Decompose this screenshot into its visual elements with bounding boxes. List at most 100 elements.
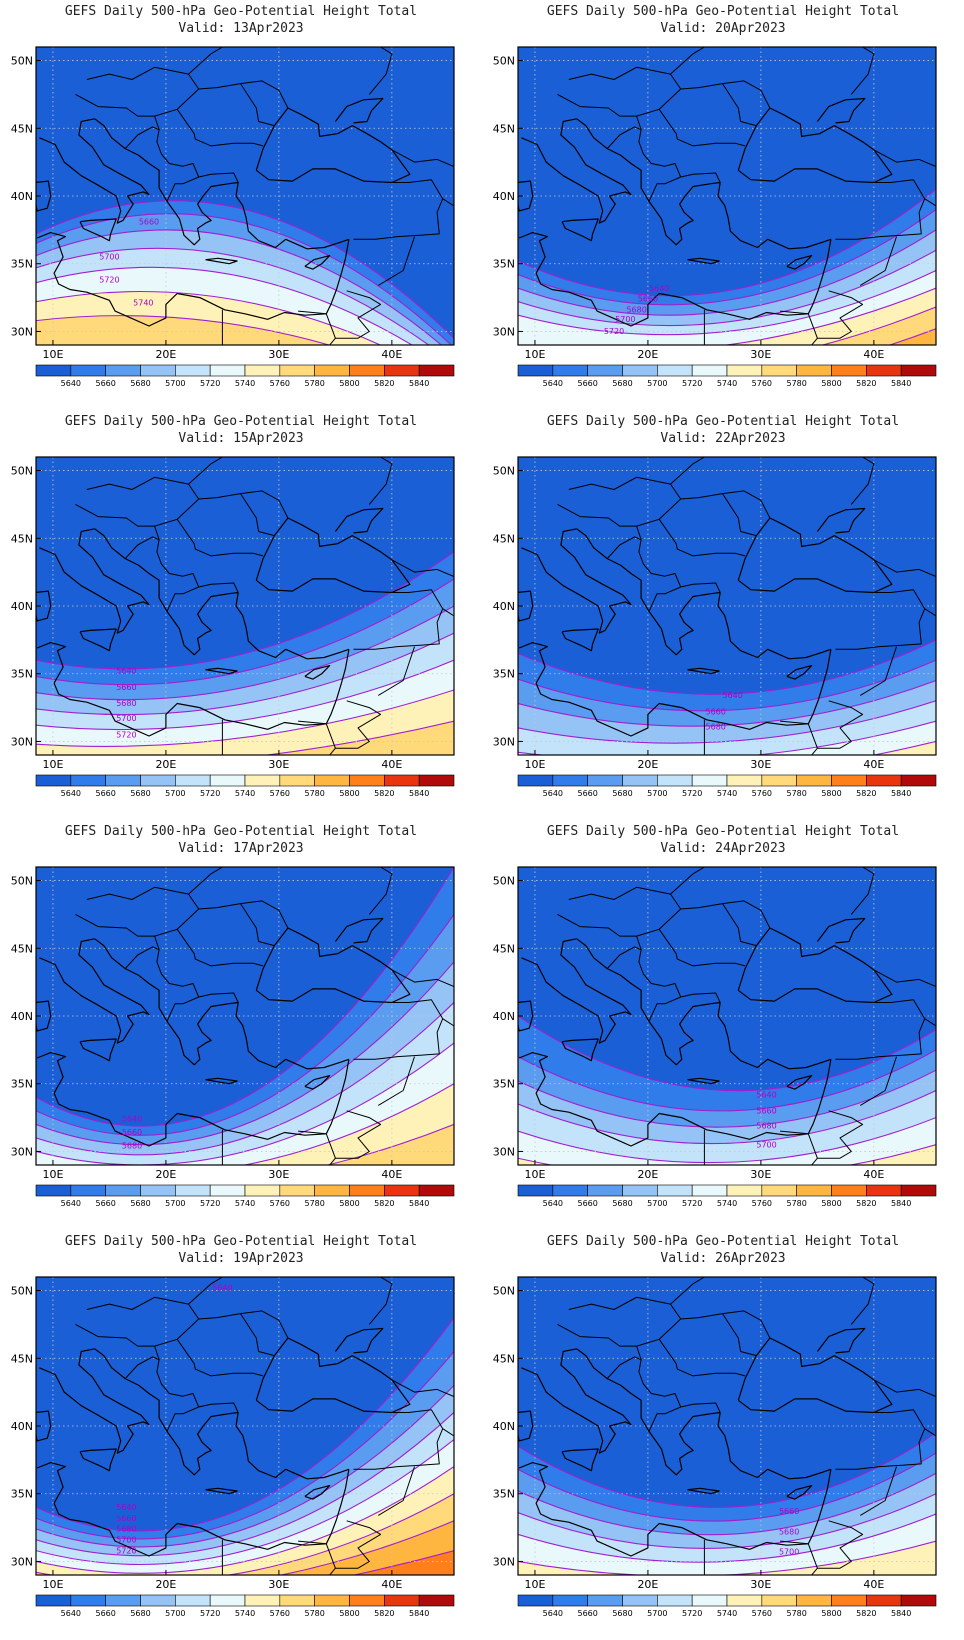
contour-line-5680	[36, 605, 454, 701]
x-tick-label: 20E	[155, 348, 176, 361]
country-border	[850, 47, 875, 95]
colorbar-swatch	[657, 1184, 693, 1197]
contour-label: 5660	[706, 707, 726, 716]
country-border	[835, 999, 926, 1060]
y-tick-label: 50N	[11, 465, 33, 478]
y-tick-label: 50N	[493, 465, 515, 478]
coastline	[205, 1077, 238, 1085]
contour-label: 5700	[99, 253, 119, 262]
colorbar-swatch	[866, 1594, 902, 1607]
coastline	[561, 1038, 599, 1062]
colorbar-label: 5760	[270, 379, 290, 388]
colorbar-label: 5780	[786, 1199, 806, 1208]
country-border	[154, 525, 239, 593]
colorbar-label: 5720	[200, 1609, 220, 1618]
coastline	[521, 118, 632, 224]
coastline	[786, 1075, 813, 1090]
colorbar-label: 5840	[409, 1609, 429, 1618]
colorbar-swatch	[35, 774, 72, 787]
country-border	[378, 236, 415, 286]
colorbar-swatch	[657, 774, 693, 787]
country-border	[335, 290, 382, 339]
y-tick-label: 30N	[11, 325, 33, 338]
contour-line-5700	[518, 1493, 936, 1549]
coastline	[39, 528, 150, 634]
colorbar-swatch	[244, 774, 281, 787]
colorbar-label: 5760	[270, 1199, 290, 1208]
colorbar-label: 5760	[752, 379, 772, 388]
contour-line-5720	[36, 266, 413, 345]
contour-label: 5640	[122, 1115, 142, 1124]
country-border	[298, 720, 336, 755]
coastline	[518, 1000, 534, 1032]
country-border	[188, 867, 224, 895]
coastline	[235, 182, 350, 250]
colorbar-label: 5800	[821, 1609, 841, 1618]
coastline	[94, 528, 239, 656]
height-band-5720	[518, 721, 936, 755]
coastline	[816, 97, 866, 124]
colorbar-label: 5660	[95, 379, 115, 388]
country-border	[198, 1313, 275, 1357]
contour-line-5720	[518, 270, 936, 336]
colorbar-swatch	[209, 1594, 246, 1607]
x-tick-label: 30E	[268, 758, 289, 771]
coastline	[518, 1462, 832, 1557]
contour-line-5760	[36, 1493, 454, 1575]
y-tick-label: 50N	[493, 875, 515, 888]
country-border	[154, 935, 239, 1003]
country-border	[850, 867, 875, 915]
colorbar-label: 5640	[61, 789, 81, 798]
colorbar-label: 5700	[647, 1199, 667, 1208]
country-border	[166, 996, 199, 1022]
country-border	[378, 1466, 415, 1516]
coastline	[334, 1327, 384, 1354]
y-tick-label: 45N	[11, 1352, 33, 1365]
colorbar-swatch	[517, 364, 554, 377]
country-border	[636, 525, 721, 593]
coastline	[576, 118, 721, 246]
colorbar-label: 5780	[304, 1609, 324, 1618]
coastline	[518, 642, 832, 737]
coastline	[36, 642, 350, 737]
colorbar-label: 5740	[717, 1199, 737, 1208]
country-border	[391, 1379, 454, 1398]
contour-line-5660	[36, 914, 454, 1136]
country-border	[860, 236, 897, 286]
colorbar-swatch	[70, 364, 106, 377]
country-border	[924, 1428, 936, 1437]
country-border	[166, 586, 199, 612]
colorbar-label: 5640	[543, 379, 563, 388]
country-border	[75, 1296, 200, 1347]
colorbar-swatch	[140, 774, 176, 787]
panel-valid-date: Valid: 19Apr2023	[178, 1251, 304, 1266]
coastline	[334, 507, 384, 534]
colorbar-label: 5780	[304, 379, 324, 388]
colorbar: 5640 5660 5680 5700 5720 5740 5760 5780 5800 5820…	[35, 364, 455, 388]
height-band-5800	[354, 1550, 454, 1575]
country-border	[391, 559, 454, 578]
colorbar-label: 5760	[752, 1199, 772, 1208]
colorbar-swatch	[209, 774, 246, 787]
panel-valid-date: Valid: 22Apr2023	[660, 431, 786, 446]
country-border	[154, 115, 239, 183]
coastline	[304, 1075, 331, 1090]
x-tick-label: 30E	[750, 1578, 771, 1591]
country-border	[176, 519, 264, 557]
colorbar-swatch	[384, 774, 420, 787]
x-tick-label: 30E	[750, 758, 771, 771]
country-border	[670, 867, 706, 895]
x-tick-label: 10E	[524, 348, 545, 361]
y-tick-label: 45N	[493, 942, 515, 955]
colorbar-swatch	[866, 1184, 902, 1197]
colorbar-swatch	[796, 774, 832, 787]
coastline	[561, 218, 599, 242]
colorbar-label: 5640	[61, 379, 81, 388]
country-border	[154, 1345, 239, 1413]
country-border	[166, 176, 199, 202]
contour-label: 5660	[638, 295, 658, 304]
contour-line-5800	[351, 1550, 454, 1575]
contour-label: 5660	[116, 1514, 136, 1523]
coastline	[737, 107, 893, 184]
